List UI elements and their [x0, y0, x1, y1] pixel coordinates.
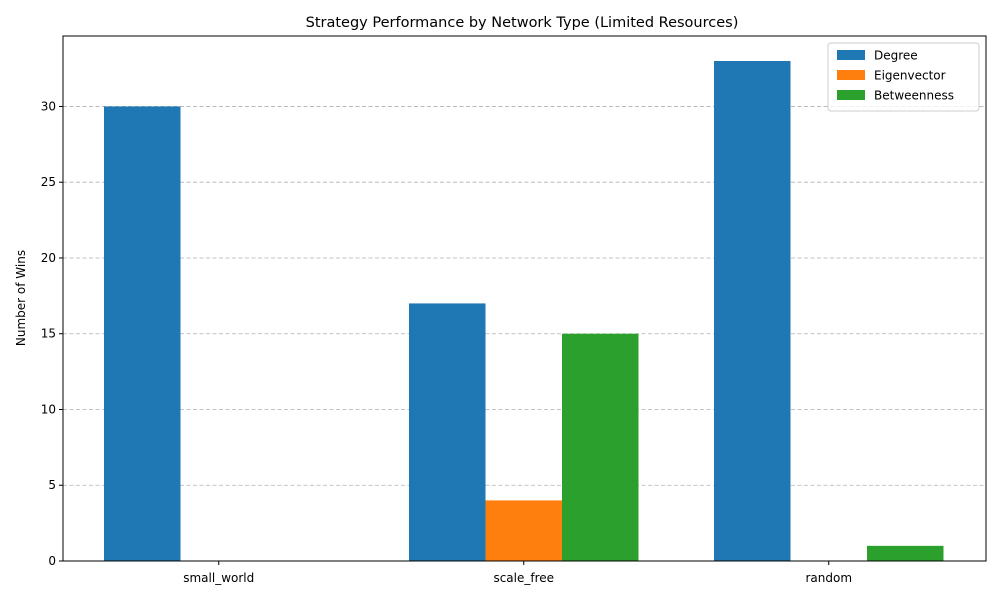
legend-label-eigenvector: Eigenvector — [874, 69, 946, 83]
legend-swatch-eigenvector — [837, 70, 865, 80]
legend-box — [827, 42, 980, 112]
bar-betweenness-scale_free — [562, 333, 639, 561]
legend-label-degree: Degree — [874, 49, 918, 63]
y-tick-label: 5 — [48, 478, 56, 492]
bar-eigenvector-scale_free — [485, 500, 562, 561]
legend-label-betweenness: Betweenness — [874, 89, 954, 103]
y-axis-label: Number of Wins — [14, 250, 28, 346]
chart-title: Strategy Performance by Network Type (Li… — [306, 15, 739, 31]
x-tick-label: scale_free — [493, 571, 554, 585]
y-axis-ticks: 0 5 10 15 20 25 30 — [41, 99, 63, 568]
x-tick-label: random — [805, 571, 852, 585]
y-tick-label: 25 — [41, 175, 56, 189]
x-tick-label: small_world — [183, 571, 254, 585]
bar-degree-small_world — [104, 106, 181, 562]
x-axis-ticks: small_world scale_free random — [183, 561, 852, 585]
bar-degree-scale_free — [409, 303, 486, 561]
plot-frame — [62, 35, 987, 562]
y-tick-label: 15 — [41, 327, 56, 341]
bar-betweenness-random — [867, 545, 944, 561]
y-tick-label: 10 — [41, 402, 56, 416]
y-tick-label: 20 — [41, 251, 56, 265]
y-tick-label: 0 — [48, 554, 56, 568]
grid-lines — [63, 106, 986, 486]
bar-degree-random — [714, 61, 791, 561]
bars — [104, 61, 944, 562]
legend-swatch-degree — [837, 50, 865, 60]
legend: Degree Eigenvector Betweenness — [827, 42, 980, 112]
y-tick-label: 30 — [41, 99, 56, 113]
legend-swatch-betweenness — [837, 90, 865, 100]
